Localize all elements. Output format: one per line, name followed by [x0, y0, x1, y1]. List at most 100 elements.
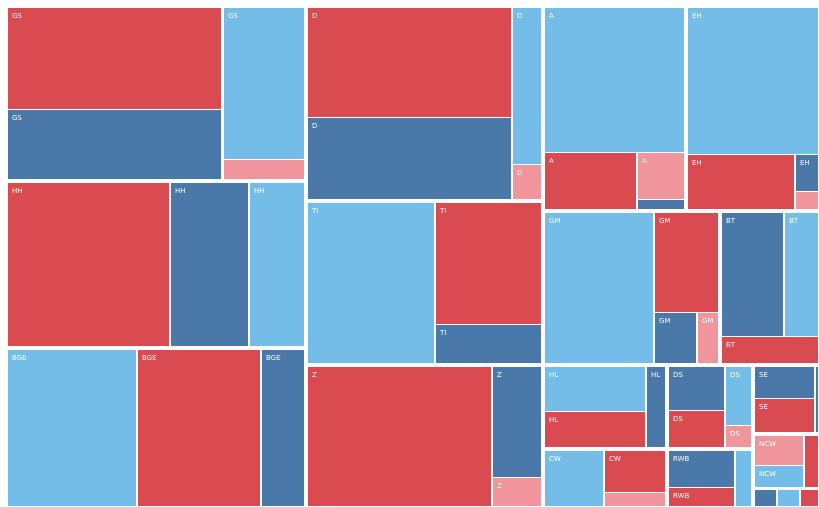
tile [171, 183, 248, 346]
tile-label: SE [759, 371, 768, 379]
tile [308, 203, 434, 363]
tile-label: BGE [266, 354, 281, 362]
tile-label: TI [311, 207, 318, 215]
tile-label: A [642, 157, 647, 165]
tile-label: DS [730, 430, 740, 438]
tile [722, 213, 783, 336]
tile [778, 490, 799, 506]
tile [436, 325, 541, 363]
tile [8, 110, 221, 179]
tile-label: GM [702, 317, 713, 325]
tile-label: Z [497, 482, 502, 490]
tile-label: CW [549, 455, 561, 463]
tile [816, 367, 818, 432]
tile [8, 8, 221, 109]
tile [796, 192, 818, 209]
tile-label: DS [730, 371, 740, 379]
tile [605, 451, 665, 492]
tile-label: GS [228, 12, 238, 20]
tile-label: GM [549, 217, 560, 225]
tile [224, 8, 304, 159]
tile-label: HL [549, 416, 558, 424]
tile [493, 478, 541, 506]
tile [545, 153, 636, 209]
tile-label: SE [759, 403, 768, 411]
tile-label: HH [12, 187, 23, 195]
tile-label: D [517, 169, 522, 177]
tile-label: DS [673, 371, 683, 379]
tile-label: A [549, 12, 554, 20]
tile-label: GS [12, 114, 22, 122]
tile-label: TI [439, 207, 446, 215]
tile [755, 490, 776, 506]
tile-label: CW [609, 455, 621, 463]
tile [669, 451, 734, 487]
tile [605, 493, 665, 506]
tile [224, 160, 304, 179]
tile [755, 399, 814, 432]
tile-label: Z [497, 371, 502, 379]
tile-label: D [312, 122, 317, 130]
tile-label: A [549, 157, 554, 165]
tile-label: RWB [673, 492, 690, 500]
tile [669, 488, 734, 506]
tile-label: D [517, 12, 522, 20]
tile [726, 426, 751, 447]
tile-label: HH [254, 187, 265, 195]
tile-label: HL [651, 371, 660, 379]
tile [785, 213, 818, 336]
tile-label: Z [312, 371, 317, 379]
tile-label: BT [789, 217, 799, 225]
tile [545, 213, 653, 363]
tile-label: NCW [759, 440, 776, 448]
tile [722, 337, 818, 363]
tile [436, 203, 541, 324]
tile [8, 350, 136, 506]
tile [726, 367, 751, 425]
tile-label: GS [12, 12, 22, 20]
tile [250, 183, 304, 346]
tile [796, 155, 818, 191]
tile [755, 436, 803, 465]
tile-label: HL [549, 371, 558, 379]
tile-label: DS [673, 415, 683, 423]
tile [698, 313, 718, 363]
tile [138, 350, 260, 506]
tile [638, 200, 684, 209]
tile [805, 436, 818, 487]
tile [493, 367, 541, 477]
tile-label: TI [439, 329, 446, 337]
tile [755, 466, 803, 487]
tile-label: BT [726, 217, 736, 225]
tile [655, 313, 696, 363]
tile [655, 213, 718, 312]
tile [308, 367, 491, 506]
tile [545, 412, 645, 447]
tile-label: BGE [142, 354, 157, 362]
tile [8, 183, 169, 346]
tile-label: EH [692, 12, 702, 20]
tile-label: BGE [12, 354, 27, 362]
tile-label: GM [659, 317, 670, 325]
tile [262, 350, 304, 506]
tile [688, 155, 794, 209]
tile [755, 367, 814, 398]
tile-label: GM [659, 217, 670, 225]
tile [669, 367, 724, 410]
tile [647, 367, 665, 447]
tile-label: D [312, 12, 317, 20]
tile [308, 8, 511, 117]
tile-label: BT [726, 341, 736, 349]
tile [801, 490, 818, 506]
tile [513, 8, 541, 164]
tile [638, 153, 684, 199]
tile [545, 451, 603, 506]
tile [513, 165, 541, 199]
tile-label: NCW [759, 470, 776, 478]
tile-label: EH [692, 159, 702, 167]
tile [545, 8, 684, 152]
tile-label: EH [800, 159, 810, 167]
tile-label: RWB [673, 455, 690, 463]
tile [736, 451, 751, 506]
